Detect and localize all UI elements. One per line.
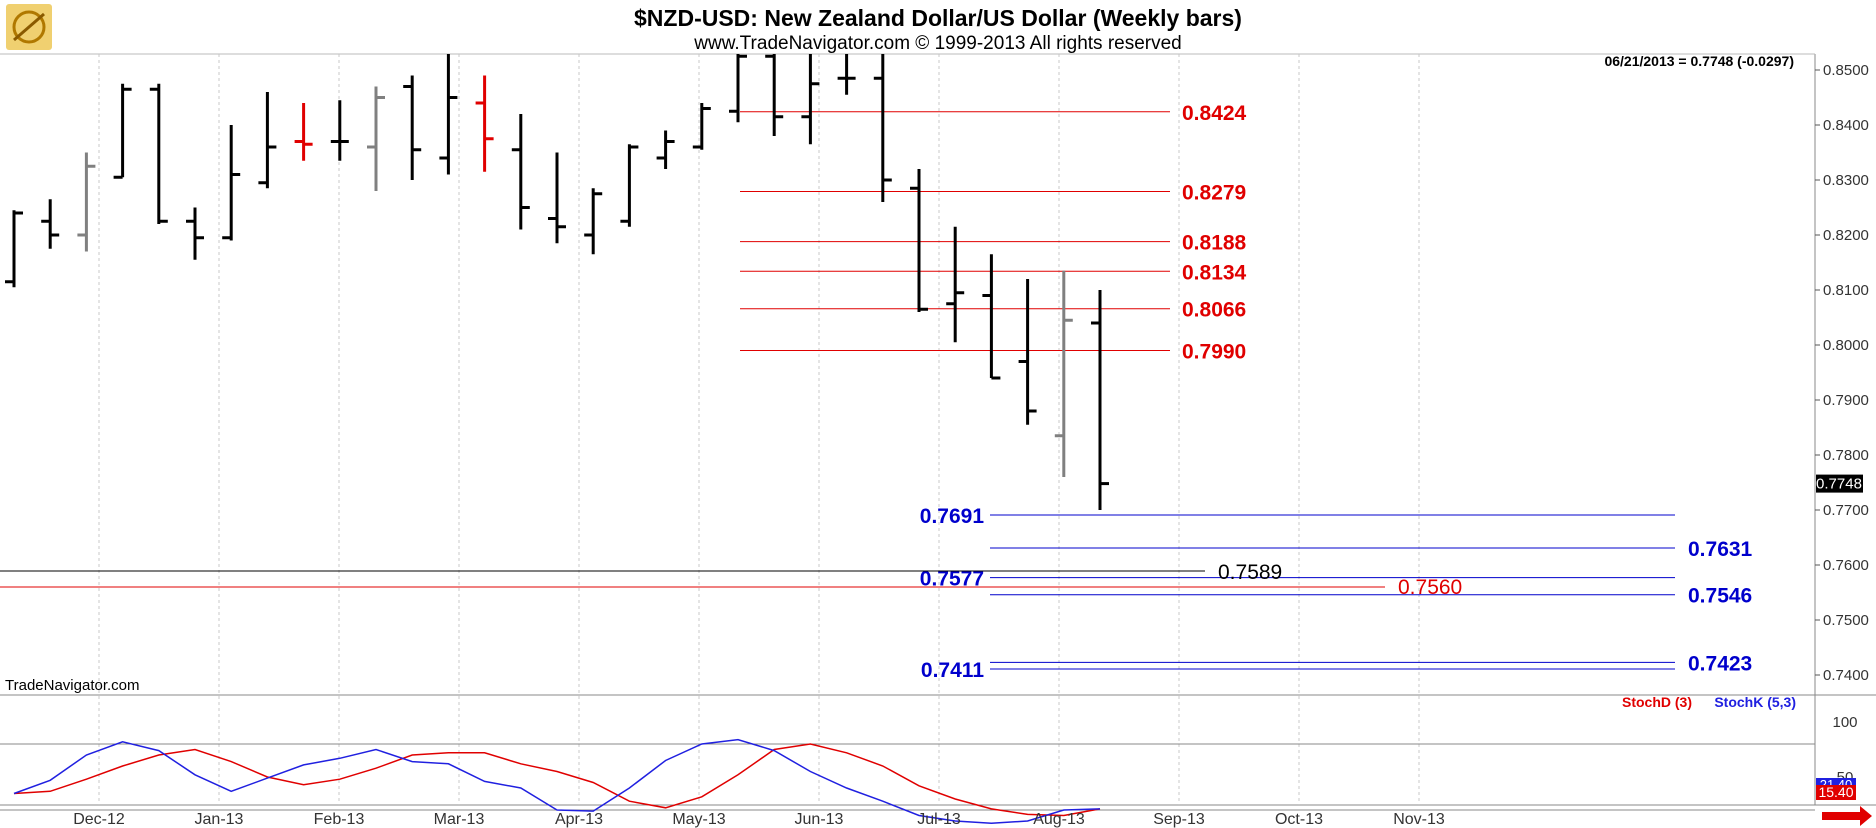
support-label-left: 0.7577: [920, 568, 984, 591]
support-label-left: 0.7691: [920, 505, 985, 528]
support-label-right: 0.7631: [1688, 538, 1753, 561]
price-tick-label: 0.7800: [1823, 447, 1869, 464]
support-label-left: 0.7411: [921, 659, 984, 682]
price-tick-label: 0.8300: [1823, 172, 1869, 189]
resistance-label: 0.8134: [1182, 261, 1247, 284]
price-tick-label: 0.8000: [1823, 337, 1869, 354]
date-tick-label: Mar-13: [434, 811, 485, 828]
date-tick-label: Apr-13: [555, 811, 603, 828]
price-tick-label: 0.7400: [1823, 667, 1869, 684]
date-tick-label: Feb-13: [314, 811, 365, 828]
date-tick-label: May-13: [672, 811, 725, 828]
price-levels: 0.8424 0.8279 0.8188 0.8134 0.8066 0.7990 0.76…: [0, 102, 1753, 682]
resistance-label: 0.8424: [1182, 102, 1247, 125]
price-tick-label: 0.8200: [1823, 227, 1869, 244]
date-tick-label: Aug-13: [1033, 811, 1085, 828]
stoch-series-line: [13, 738, 1101, 824]
logo-sextant-icon: [6, 4, 52, 50]
last-value-label: 0.7748: [1816, 476, 1862, 493]
stoch-legend-k: StochK (5,3): [1714, 694, 1796, 710]
date-axis: Dec-12 Jan-13 Feb-13 Mar-13 Apr-13 May-13 Jun-…: [73, 811, 1445, 828]
gridlines: [0, 53, 1876, 806]
date-tick-label: Oct-13: [1275, 811, 1323, 828]
price-tick-label: 0.7700: [1823, 502, 1869, 519]
date-tick-label: Nov-13: [1393, 811, 1445, 828]
price-axis: 0.8500 0.8400 0.8300 0.8200 0.8100 0.8000 0.79…: [1815, 62, 1869, 684]
price-tick-label: 0.8100: [1823, 282, 1869, 299]
resistance-label: 0.8279: [1182, 182, 1246, 205]
stoch-tick-label: 100: [1832, 714, 1857, 731]
level-label: 0.7560: [1398, 576, 1462, 599]
price-tick-label: 0.7900: [1823, 392, 1869, 409]
level-label: 0.7589: [1218, 561, 1282, 584]
price-tick-label: 0.7500: [1823, 612, 1869, 629]
date-tick-label: Jun-13: [795, 811, 844, 828]
date-tick-label: Jul-13: [917, 811, 961, 828]
resistance-label: 0.7990: [1182, 341, 1246, 364]
stoch-legend-d: StochD (3): [1622, 694, 1692, 710]
date-tick-label: Dec-12: [73, 811, 125, 828]
chart-title: $NZD-USD: New Zealand Dollar/US Dollar (…: [634, 5, 1242, 31]
stoch-series-line: [13, 743, 1101, 817]
support-label-right: 0.7546: [1688, 585, 1752, 608]
chart-subtitle: www.TradeNavigator.com © 1999-2013 All r…: [693, 33, 1181, 54]
date-tick-label: Sep-13: [1153, 811, 1205, 828]
support-label-right: 0.7423: [1688, 652, 1752, 675]
last-value-box: [1816, 474, 1863, 493]
title-bar: [0, 0, 1876, 54]
stoch-d-last-box: [1816, 785, 1856, 800]
price-tick-label: 0.8500: [1823, 62, 1869, 79]
date-tick-label: Jan-13: [195, 811, 244, 828]
resistance-label: 0.8066: [1182, 299, 1246, 322]
watermark: TradeNavigator.com: [5, 677, 140, 694]
price-tick-label: 0.7600: [1823, 557, 1869, 574]
last-price-readout: 06/21/2013 = 0.7748 (-0.0297): [1604, 53, 1794, 69]
resistance-label: 0.8188: [1182, 232, 1247, 255]
stoch-d-last-label: 15.40: [1818, 784, 1853, 800]
price-tick-label: 0.8400: [1823, 117, 1869, 134]
price-bars: [5, 54, 1109, 510]
scroll-right-arrow-icon[interactable]: [1822, 806, 1872, 826]
